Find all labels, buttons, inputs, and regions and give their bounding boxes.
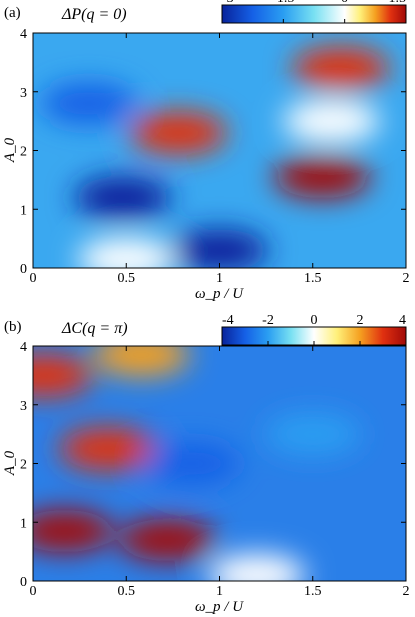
heatmap-feature-2 [292,47,390,90]
y-tick-label: 0 [20,575,27,590]
panel-a-y-axis: 0 1 2 3 4 [20,27,406,277]
heatmap-feature-4 [171,229,268,268]
y-tick-label: 3 [20,86,27,101]
panel-b-y-label: A_0 [2,450,18,476]
panel-b-y-axis: 0 1 2 3 4 [20,340,406,590]
x-tick-label: 1.5 [304,584,322,599]
y-tick-label: 4 [20,340,27,355]
y-tick-label: 0 [20,262,27,277]
panel-a-colorbar: -3 -1.5 0 1.5 [221,0,407,24]
heatmap-feature-2 [118,518,216,562]
panel-a-y-label: A_0 [2,137,18,163]
colorbar-tick-label: -1.5 [272,0,294,6]
y-tick-label: 3 [20,399,27,414]
heatmap-feature-4 [59,427,157,470]
panel-a: (a) ΔP(q = 0) -3 -1.5 0 1.5 0 0.5 1 1.5 2 0 1 2 3 4… [2,0,410,302]
panel-b: (b) ΔC(q = π) -4 -2 0 2 4 0 0.5 1 1.5 2 0 1 2 3 4 ω_… [2,313,410,615]
heatmap-feature-1 [33,509,114,553]
y-tick-label: 2 [20,458,27,473]
panel-b-title: ΔC(q = π) [61,320,128,337]
panel-b-x-label: ω_p / U [195,599,244,615]
y-tick-label: 4 [20,27,27,42]
colorbar-tick-label: 0 [311,313,318,328]
x-tick-label: 1 [216,584,223,599]
panel-b-label: (b) [4,319,22,335]
heatmap-feature-6 [264,412,362,456]
x-tick-label: 0.5 [118,584,136,599]
panel-a-label: (a) [4,5,21,21]
heatmap-feature-6 [40,82,138,125]
colorbar-tick-label: 1.5 [389,0,407,6]
heatmap-feature-3 [129,111,227,155]
x-tick-label: 0 [30,584,37,599]
colorbar-tick-label: 4 [399,313,406,328]
colorbar-tick-label: 0 [341,0,348,6]
panel-a-title: ΔP(q = 0) [61,6,127,23]
heatmap-feature-8 [77,238,175,268]
x-tick-label: 2 [403,271,410,286]
panel-b-x-axis: 0 0.5 1 1.5 2 [30,346,410,599]
panel-b-heatmap [33,346,406,581]
x-tick-label: 0.5 [118,271,136,286]
panel-a-x-label: ω_p / U [195,286,244,302]
heatmap-feature-8 [208,553,306,581]
colorbar-tick-label: 2 [357,313,364,328]
x-tick-label: 2 [403,584,410,599]
heatmap-feature-1 [273,155,371,199]
panel-a-x-axis: 0 0.5 1 1.5 2 [30,33,410,286]
panel-a-heatmap [33,33,406,268]
x-tick-label: 1 [216,271,223,286]
y-tick-label: 1 [20,203,27,218]
heatmap-feature-7 [282,99,380,143]
panel-b-colorbar: -4 -2 0 2 4 [221,313,407,346]
x-tick-label: 0 [30,271,37,286]
colorbar-tick-label: -2 [262,313,274,328]
colorbar-tick-label: -4 [222,313,234,328]
heatmap-feature-3 [33,354,93,397]
heatmap-feature-5 [92,346,190,376]
heatmap-feature-5 [74,176,172,219]
heatmap-feature-7 [143,442,241,485]
x-tick-label: 1.5 [304,271,322,286]
colorbar-gradient [221,4,407,24]
colorbar-tick-label: -3 [222,0,234,6]
y-tick-label: 2 [20,145,27,160]
y-tick-label: 1 [20,516,27,531]
